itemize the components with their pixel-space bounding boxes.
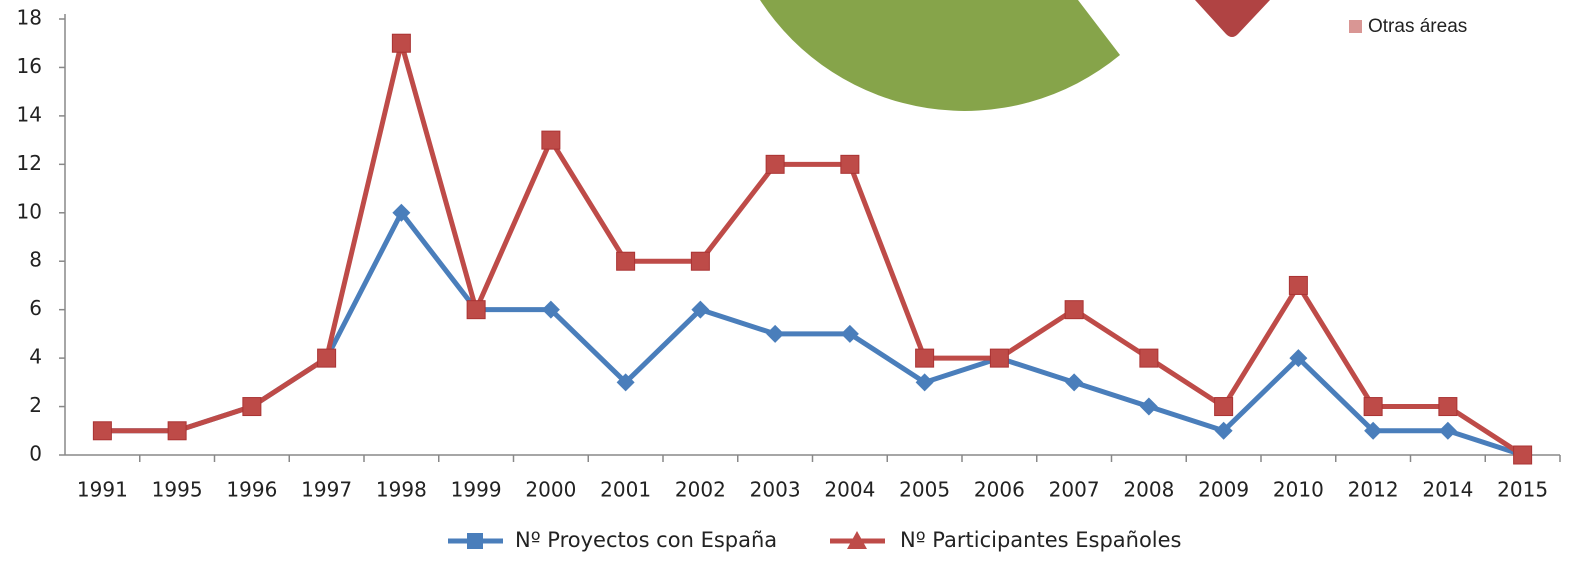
point (989, 348, 1009, 368)
point (1513, 445, 1533, 465)
point (167, 421, 187, 441)
x-tick-label: 1995 (152, 478, 203, 502)
y-tick-label: 4 (29, 345, 42, 369)
y-tick-label: 18 (17, 6, 42, 30)
y-tick-label: 6 (29, 296, 42, 320)
pie-fragment (1195, 0, 1270, 37)
point (391, 33, 411, 53)
x-tick-label: 2012 (1348, 478, 1399, 502)
x-tick-label: 1998 (376, 478, 427, 502)
point (840, 154, 860, 174)
point (616, 251, 636, 271)
legend-label: Nº Proyectos con España (515, 528, 777, 552)
overlay-legend-label: Otras áreas (1368, 16, 1467, 37)
x-tick-label: 2015 (1497, 478, 1548, 502)
point (840, 324, 859, 343)
y-tick-label: 14 (17, 102, 42, 126)
point (915, 373, 934, 392)
point (1139, 397, 1158, 416)
point (1065, 373, 1084, 392)
x-tick-label: 2005 (899, 478, 950, 502)
point (1139, 348, 1159, 368)
x-tick-label: 2007 (1049, 478, 1100, 502)
x-tick-label: 2003 (750, 478, 801, 502)
y-tick-label: 12 (17, 151, 42, 175)
series-line (102, 40, 1524, 458)
point (392, 203, 411, 222)
legend-marker (467, 533, 483, 549)
point (765, 154, 785, 174)
point (1363, 397, 1383, 417)
y-tick-label: 2 (29, 393, 42, 417)
x-tick-label: 2006 (974, 478, 1025, 502)
point (1064, 300, 1084, 320)
point (317, 348, 337, 368)
point (1214, 397, 1234, 417)
point (541, 300, 560, 319)
y-tick-label: 16 (17, 54, 42, 78)
point (466, 300, 486, 320)
x-tick-label: 1991 (77, 478, 128, 502)
point (616, 373, 635, 392)
point (1438, 397, 1458, 417)
x-tick-label: 2001 (600, 478, 651, 502)
point (690, 251, 710, 271)
point (1214, 421, 1233, 440)
x-tick-label: 2002 (675, 478, 726, 502)
point (1364, 421, 1383, 440)
point (92, 421, 112, 441)
point (1288, 275, 1308, 295)
x-tick-label: 2014 (1422, 478, 1473, 502)
point (915, 348, 935, 368)
point (1438, 421, 1457, 440)
x-tick-label: 1999 (451, 478, 502, 502)
point (541, 130, 561, 150)
y-tick-label: 8 (29, 248, 42, 272)
x-tick-label: 1996 (226, 478, 277, 502)
x-tick-label: 2000 (525, 478, 576, 502)
x-tick-label: 2008 (1123, 478, 1174, 502)
pie-fragment (760, 0, 1120, 111)
point (1289, 349, 1308, 368)
y-tick-label: 0 (29, 442, 42, 466)
legend-label: Nº Participantes Españoles (900, 528, 1182, 552)
legend-marker (847, 531, 867, 549)
x-tick-label: 2009 (1198, 478, 1249, 502)
x-tick-label: 2004 (824, 478, 875, 502)
overlay-legend-swatch (1349, 20, 1362, 33)
x-tick-label: 2010 (1273, 478, 1324, 502)
point (242, 397, 262, 417)
point (766, 324, 785, 343)
series-line (102, 210, 1524, 458)
point (691, 300, 710, 319)
x-tick-label: 1997 (301, 478, 352, 502)
y-tick-label: 10 (17, 199, 42, 223)
